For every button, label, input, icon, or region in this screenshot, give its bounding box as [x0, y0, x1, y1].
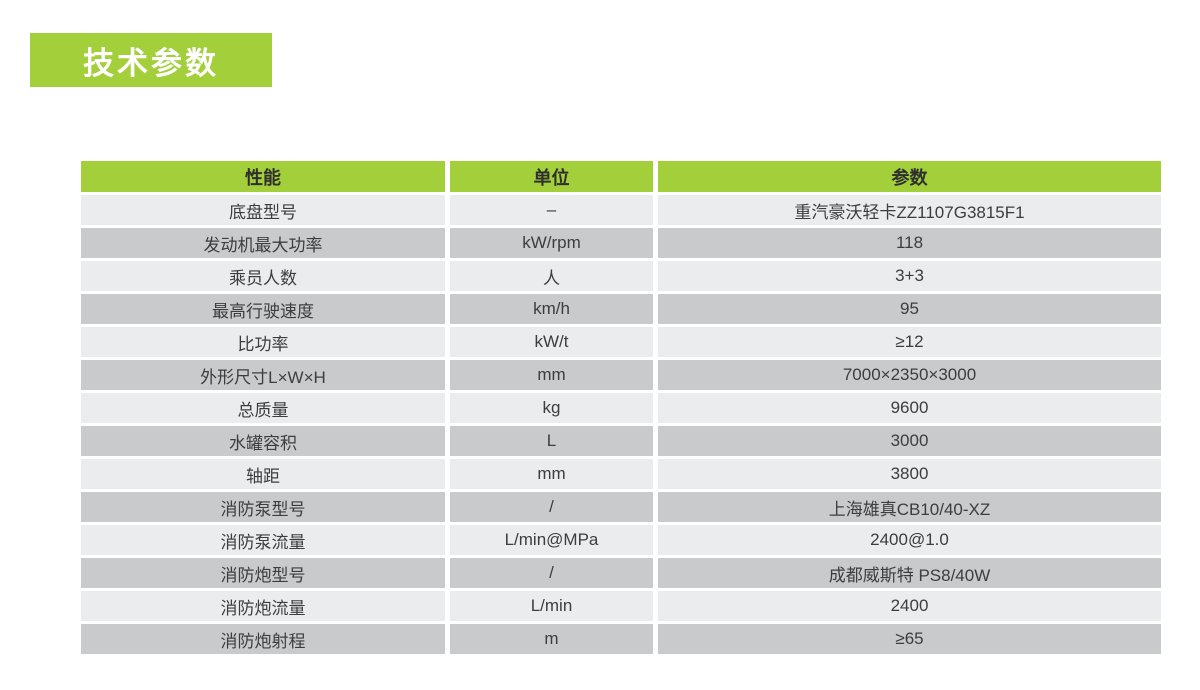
param-name-cell: 最高行驶速度: [81, 294, 445, 324]
column-header-performance: 性能: [81, 161, 445, 192]
param-unit-cell: L/min: [450, 591, 653, 621]
param-unit-cell: km/h: [450, 294, 653, 324]
param-value-cell: 3800: [658, 459, 1161, 489]
param-value-cell: 9600: [658, 393, 1161, 423]
param-value-cell: 2400: [658, 591, 1161, 621]
param-value-cell: 成都威斯特 PS8/40W: [658, 558, 1161, 588]
param-name-cell: 消防炮型号: [81, 558, 445, 588]
param-value-cell: 重汽豪沃轻卡ZZ1107G3815F1: [658, 195, 1161, 225]
table-row: 消防炮射程 m ≥65: [81, 624, 1161, 654]
param-value-cell: 3+3: [658, 261, 1161, 291]
param-name-cell: 消防泵流量: [81, 525, 445, 555]
param-name-cell: 外形尺寸L×W×H: [81, 360, 445, 390]
param-unit-cell: mm: [450, 459, 653, 489]
param-name-cell: 轴距: [81, 459, 445, 489]
param-value-cell: ≥65: [658, 624, 1161, 654]
param-unit-cell: /: [450, 492, 653, 522]
column-header-unit: 单位: [450, 161, 653, 192]
param-unit-cell: –: [450, 195, 653, 225]
param-name-cell: 底盘型号: [81, 195, 445, 225]
param-value-cell: 95: [658, 294, 1161, 324]
column-header-parameter: 参数: [658, 161, 1161, 192]
param-unit-cell: kW/rpm: [450, 228, 653, 258]
param-unit-cell: mm: [450, 360, 653, 390]
param-name-cell: 消防泵型号: [81, 492, 445, 522]
param-value-cell: 118: [658, 228, 1161, 258]
table-row: 总质量 kg 9600: [81, 393, 1161, 423]
param-name-cell: 发动机最大功率: [81, 228, 445, 258]
table-row: 底盘型号 – 重汽豪沃轻卡ZZ1107G3815F1: [81, 195, 1161, 225]
table-row: 消防泵流量 L/min@MPa 2400@1.0: [81, 525, 1161, 555]
param-unit-cell: m: [450, 624, 653, 654]
table-row: 最高行驶速度 km/h 95: [81, 294, 1161, 324]
param-value-cell: 2400@1.0: [658, 525, 1161, 555]
page-title: 技术参数: [30, 33, 272, 87]
param-name-cell: 总质量: [81, 393, 445, 423]
param-unit-cell: L: [450, 426, 653, 456]
table-row: 外形尺寸L×W×H mm 7000×2350×3000: [81, 360, 1161, 390]
table-row: 消防炮型号 / 成都威斯特 PS8/40W: [81, 558, 1161, 588]
table-row: 发动机最大功率 kW/rpm 118: [81, 228, 1161, 258]
param-name-cell: 消防炮流量: [81, 591, 445, 621]
param-value-cell: ≥12: [658, 327, 1161, 357]
table-row: 消防炮流量 L/min 2400: [81, 591, 1161, 621]
spec-table: 性能 单位 参数 底盘型号 – 重汽豪沃轻卡ZZ1107G3815F1 发动机最…: [81, 161, 1161, 657]
param-unit-cell: /: [450, 558, 653, 588]
table-row: 水罐容积 L 3000: [81, 426, 1161, 456]
param-value-cell: 3000: [658, 426, 1161, 456]
param-name-cell: 比功率: [81, 327, 445, 357]
param-unit-cell: 人: [450, 261, 653, 291]
param-unit-cell: kg: [450, 393, 653, 423]
table-row: 轴距 mm 3800: [81, 459, 1161, 489]
table-body: 底盘型号 – 重汽豪沃轻卡ZZ1107G3815F1 发动机最大功率 kW/rp…: [81, 195, 1161, 654]
param-name-cell: 消防炮射程: [81, 624, 445, 654]
param-name-cell: 水罐容积: [81, 426, 445, 456]
param-value-cell: 上海雄真CB10/40-XZ: [658, 492, 1161, 522]
param-unit-cell: L/min@MPa: [450, 525, 653, 555]
param-unit-cell: kW/t: [450, 327, 653, 357]
table-header-row: 性能 单位 参数: [81, 161, 1161, 192]
table-row: 比功率 kW/t ≥12: [81, 327, 1161, 357]
table-row: 消防泵型号 / 上海雄真CB10/40-XZ: [81, 492, 1161, 522]
param-name-cell: 乘员人数: [81, 261, 445, 291]
param-value-cell: 7000×2350×3000: [658, 360, 1161, 390]
table-row: 乘员人数 人 3+3: [81, 261, 1161, 291]
